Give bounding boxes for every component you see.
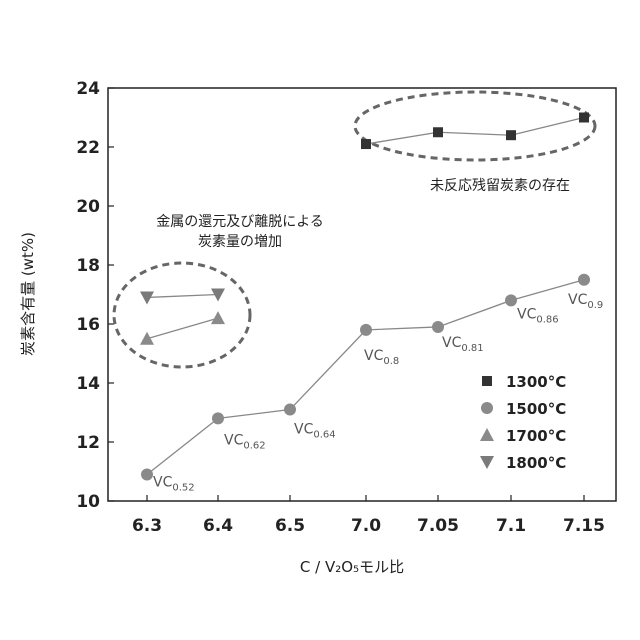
x-tick-label: 7.1 bbox=[496, 516, 526, 536]
y-tick-label: 18 bbox=[76, 256, 100, 276]
y-tick-label: 20 bbox=[76, 197, 100, 217]
x-tick-label: 6.5 bbox=[275, 516, 305, 536]
y-tick-label: 22 bbox=[76, 138, 100, 158]
vc-label: VC0.81 bbox=[442, 335, 484, 354]
y-tick-label: 14 bbox=[76, 374, 100, 394]
point-1800-6.3 bbox=[140, 291, 154, 304]
legend-label: 1300°C bbox=[506, 373, 566, 391]
point-1500-7.0 bbox=[360, 324, 372, 336]
vc-label: VC0.86 bbox=[517, 306, 559, 325]
point-1300-7.05 bbox=[433, 127, 443, 137]
legend-label: 1800°C bbox=[506, 454, 566, 472]
point-1500-7.05 bbox=[432, 321, 444, 333]
y-axis-label: 炭素含有量 (wt%) bbox=[19, 232, 37, 356]
point-1300-7.0 bbox=[361, 139, 371, 149]
point-1700-6.3 bbox=[140, 332, 154, 345]
y-tick-label: 24 bbox=[76, 79, 100, 99]
x-axis-label: C / V₂O₅モル比 bbox=[300, 558, 404, 576]
legend-marker-1700 bbox=[480, 428, 494, 441]
x-tick-label: 7.15 bbox=[563, 516, 605, 536]
vc-label: VC0.64 bbox=[294, 422, 336, 441]
x-tick-label: 7.0 bbox=[351, 516, 381, 536]
point-1300-7.1 bbox=[506, 130, 516, 140]
series-line-1300 bbox=[366, 118, 584, 145]
x-tick-label: 6.3 bbox=[132, 516, 162, 536]
x-tick-label: 7.05 bbox=[417, 516, 459, 536]
point-1300-7.15 bbox=[579, 113, 589, 123]
x-tick-label: 6.4 bbox=[203, 516, 233, 536]
point-1500-7.15 bbox=[578, 274, 590, 286]
vc-label: VC0.52 bbox=[153, 474, 195, 493]
ellipse-1700-1800 bbox=[114, 263, 250, 367]
annotation-text: 金属の還元及び離脱による bbox=[156, 213, 324, 230]
series-line-1800 bbox=[147, 295, 218, 298]
vc-label: VC0.62 bbox=[224, 432, 266, 451]
ellipse-1300 bbox=[355, 92, 595, 160]
point-1500-6.5 bbox=[284, 404, 296, 416]
vc-label: VC0.9 bbox=[568, 292, 603, 311]
point-1700-6.4 bbox=[211, 311, 225, 324]
legend-label: 1700°C bbox=[506, 427, 566, 445]
legend-marker-1500 bbox=[481, 402, 493, 414]
y-tick-label: 10 bbox=[76, 492, 100, 512]
legend-marker-1800 bbox=[480, 456, 494, 469]
vc-label: VC0.8 bbox=[364, 348, 399, 367]
series-line-1700 bbox=[147, 318, 218, 339]
annotations: 金属の還元及び離脱による炭素量の増加 未反応残留炭素の存在 bbox=[156, 178, 570, 250]
y-tick-label: 16 bbox=[76, 315, 100, 335]
annotation-text: 炭素量の増加 bbox=[198, 234, 282, 250]
legend: 1300°C 1500°C 1700°C 1800°C bbox=[480, 373, 566, 472]
point-1500-6.3 bbox=[141, 468, 153, 480]
point-1500-7.1 bbox=[505, 294, 517, 306]
annotation-text: 未反応残留炭素の存在 bbox=[430, 178, 570, 194]
legend-label: 1500°C bbox=[506, 400, 566, 418]
point-1500-6.4 bbox=[212, 412, 224, 424]
legend-marker-1300 bbox=[482, 376, 492, 386]
y-tick-label: 12 bbox=[76, 433, 100, 453]
